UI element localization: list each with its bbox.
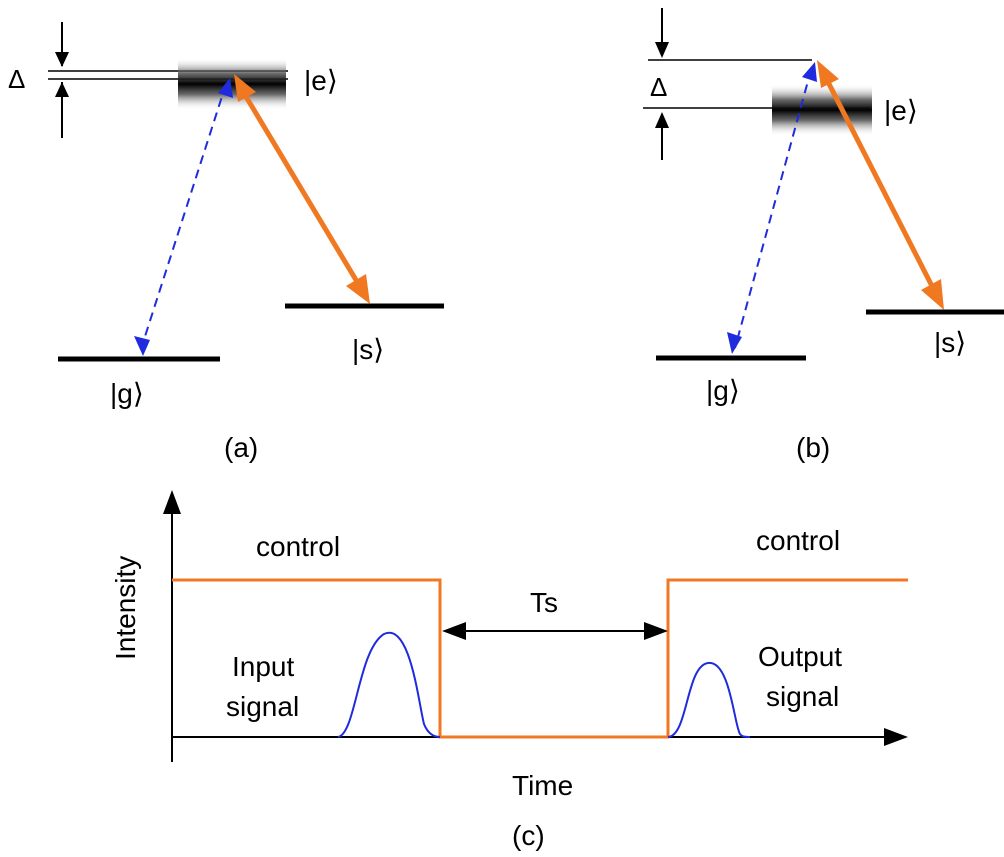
caption-a: (a) — [224, 432, 258, 463]
caption-b: (b) — [796, 432, 830, 463]
state-g-label-b: |g⟩ — [706, 375, 740, 406]
x-axis-label: Time — [512, 770, 573, 801]
state-e-label-a: |e⟩ — [304, 65, 338, 96]
input-signal-label-1: Input — [232, 651, 294, 682]
panel-b: Δ |e⟩ |g⟩ |s⟩ (b) — [643, 8, 1004, 463]
excited-level-band-a — [178, 58, 286, 110]
y-axis — [163, 490, 181, 762]
panel-c: Intensity Time control control Ts Input … — [110, 490, 908, 851]
panel-a: Δ |e⟩ |g⟩ |s⟩ (a) — [8, 22, 444, 463]
control-transition-b — [817, 60, 944, 310]
output-signal-label-1: Output — [758, 641, 842, 672]
state-g-label-a: |g⟩ — [110, 378, 144, 409]
delta-label-b: Δ — [650, 72, 667, 102]
probe-transition-b — [727, 62, 817, 354]
control-transition-a — [234, 74, 370, 304]
output-signal-pulse — [667, 661, 751, 738]
input-signal-label-2: signal — [226, 691, 299, 722]
storage-time-arrow — [442, 622, 668, 640]
output-signal-label-2: signal — [766, 681, 839, 712]
delta-label-a: Δ — [8, 64, 25, 94]
state-s-label-b: |s⟩ — [934, 327, 966, 358]
control-label-right: control — [756, 525, 840, 556]
probe-transition-a — [134, 78, 233, 356]
ts-label: Ts — [530, 587, 558, 618]
caption-c: (c) — [512, 820, 545, 851]
control-trace — [172, 578, 908, 739]
state-s-label-a: |s⟩ — [352, 334, 384, 365]
state-e-label-b: |e⟩ — [884, 95, 918, 126]
y-axis-label: Intensity — [110, 556, 141, 660]
input-signal-pulse — [337, 631, 441, 738]
excited-level-band-b — [772, 84, 872, 136]
control-label-left: control — [256, 531, 340, 562]
